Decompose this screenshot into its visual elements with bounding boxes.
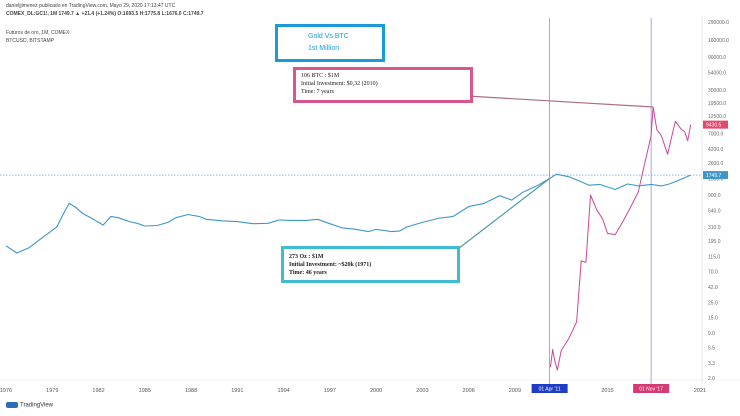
- btc-box-line: Time: 7 years: [301, 89, 334, 95]
- btc-series-line: [549, 106, 692, 371]
- x-tick-label: 1976: [0, 388, 12, 394]
- y-tick-label: 70.0: [708, 269, 718, 275]
- x-tick-label: 1997: [324, 388, 336, 394]
- y-tick-label: 290000.0: [708, 20, 729, 26]
- series1-label: Futuros de oro, 1M, COMEX: [6, 30, 70, 36]
- btc-connector-line: [466, 95, 654, 108]
- vertical-marker-label: 01 Apr '11: [539, 387, 561, 393]
- gold-series-line: [5, 173, 691, 254]
- brand-label: TradingView: [20, 402, 54, 409]
- vertical-marker-label: 01 Nov '17: [639, 387, 663, 393]
- publish-line: danieljjimenez publicado en TradingView.…: [6, 3, 176, 9]
- x-tick-label: 2000: [370, 388, 382, 394]
- y-tick-label: 5.5: [708, 346, 715, 352]
- vertical-marker-tag: [531, 384, 568, 393]
- title-line1: Gold Vs BTC: [308, 33, 349, 40]
- y-tick-label: 2600.0: [708, 161, 724, 167]
- y-tick-label: 160000.0: [708, 38, 729, 44]
- gold-connector-line: [453, 178, 550, 253]
- y-tick-label: 19500.0: [708, 101, 726, 107]
- tradingview-icon: [6, 402, 18, 408]
- btc-box-line: 106 BTC : $1M: [301, 73, 340, 79]
- y-tick-label: 3.3: [708, 361, 715, 367]
- tradingview-logo[interactable]: TradingView: [6, 402, 53, 409]
- y-tick-label: 310.0: [708, 225, 721, 231]
- btc-price-tag: [703, 120, 728, 129]
- y-tick-label: 54000.0: [708, 70, 726, 76]
- y-tick-label: 900.0: [708, 193, 721, 199]
- btc-price-tag-label: 9430.5: [706, 123, 722, 129]
- y-tick-label: 9.0: [708, 331, 715, 337]
- gold-box-line: 273 Oz : $1M: [289, 254, 324, 260]
- x-tick-label: 2003: [416, 388, 428, 394]
- y-tick-label: 4200.0: [708, 147, 724, 153]
- y-tick-label: 12500.0: [708, 114, 726, 120]
- y-tick-label: 2.0: [708, 376, 715, 382]
- title-box: Gold Vs BTC 1st Million: [275, 24, 385, 62]
- y-tick-label: 15.0: [708, 316, 718, 322]
- x-tick-label: 1994: [277, 388, 289, 394]
- gold-price-tag: [703, 171, 728, 180]
- gold-annotation-box: 273 Oz : $1M Initial Investment: ~$20k (…: [281, 246, 460, 283]
- vertical-marker-tag: [633, 384, 670, 393]
- y-tick-label: 90000.0: [708, 55, 726, 61]
- title-line2: 1st Million: [308, 45, 340, 52]
- x-tick-label: 2009: [509, 388, 521, 394]
- y-tick-label: 1550.0: [708, 177, 724, 183]
- gold-box-line: Time: 46 years: [289, 270, 327, 276]
- x-tick-label: 1991: [231, 388, 243, 394]
- x-tick-label: 1979: [46, 388, 58, 394]
- btc-annotation-box: 106 BTC : $1M Initial Investment: $0,32 …: [293, 67, 473, 103]
- series2-label: BTCUSD, BITSTAMP: [6, 38, 54, 44]
- y-tick-label: 115.0: [708, 255, 720, 261]
- y-tick-label: 195.0: [708, 239, 721, 245]
- gold-price-tag-label: 1749.7: [706, 173, 722, 179]
- x-tick-label: 1982: [92, 388, 104, 394]
- y-tick-label: 7000.0: [708, 132, 724, 138]
- y-tick-label: 25.0: [708, 300, 718, 306]
- y-tick-label: 30000.0: [708, 88, 726, 94]
- symbol-line: COMEX_DL:GC1!, 1M 1749.7 ▲ +21.4 (+1.24%…: [6, 11, 204, 17]
- btc-box-line: Initial Investment: $0,32 (2010): [301, 81, 378, 87]
- x-tick-label: 2015: [601, 388, 613, 394]
- gold-box-line: Initial Investment: ~$20k (1971): [289, 262, 372, 268]
- y-tick-label: 42.0: [708, 285, 718, 291]
- x-tick-label: 2021: [694, 388, 706, 394]
- y-tick-label: 540.0: [708, 208, 721, 214]
- x-tick-label: 2006: [463, 388, 475, 394]
- x-tick-label: 1988: [185, 388, 197, 394]
- x-tick-label: 1985: [139, 388, 151, 394]
